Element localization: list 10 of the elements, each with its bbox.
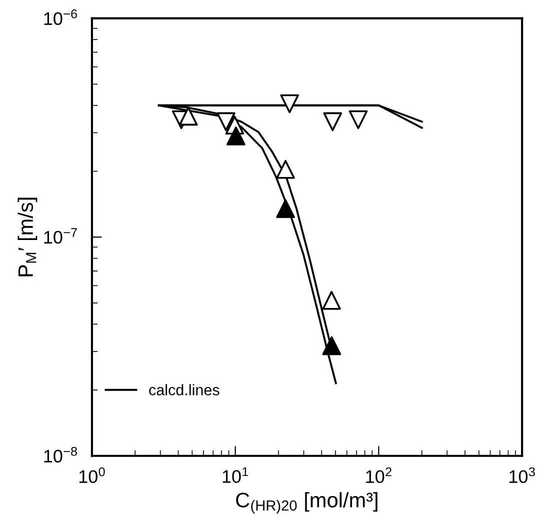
x-tick-label: 10$^{1}$ [222, 467, 248, 483]
y-axis-title: P$_{M}$′ [m/s] [18, 198, 38, 276]
x-tick-label: 10$^{0}$ [79, 467, 105, 484]
x-tick-label: 10$^{3}$ [510, 467, 535, 484]
legend-label: calcd.lines [149, 384, 220, 396]
x-tick-label: 10$^{2}$ [366, 467, 392, 484]
y-tick-label: 10$^{−6}$ [44, 9, 77, 26]
y-tick-label: 10$^{−7}$ [44, 228, 77, 244]
x-axis-title: C$_{(HR)20}$ [mol/m³] [236, 492, 378, 514]
y-tick-label: 10$^{−8}$ [44, 446, 77, 463]
